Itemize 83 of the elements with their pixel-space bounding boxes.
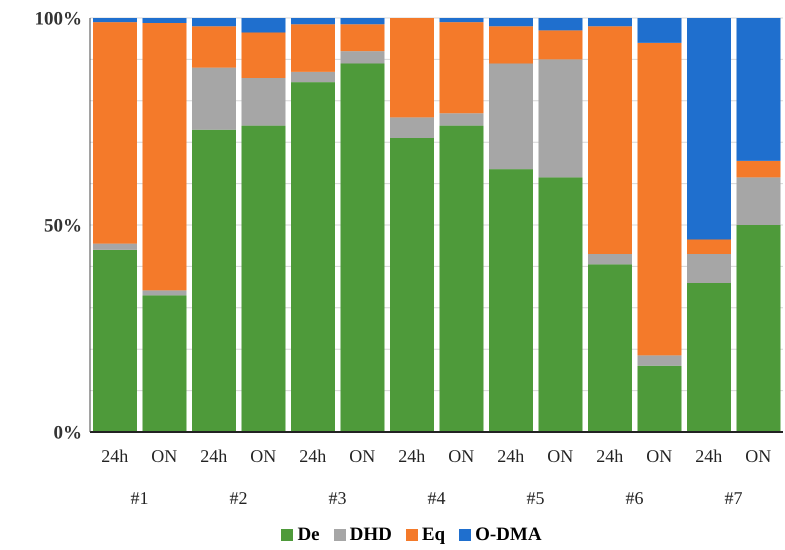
text: #5 <box>526 488 544 508</box>
bar <box>390 117 434 138</box>
bar <box>192 68 236 130</box>
bar <box>390 138 434 432</box>
bar <box>242 126 286 432</box>
x-tick-label: ON <box>151 446 178 466</box>
bar <box>687 18 731 240</box>
x-tick-label: 24h <box>398 446 426 466</box>
bar <box>93 18 137 22</box>
x-tick-label: 24h <box>497 446 524 466</box>
bar <box>242 78 286 126</box>
x-tick-label: ON <box>646 446 672 466</box>
bar <box>340 51 384 64</box>
bar <box>538 30 582 60</box>
bar <box>291 18 335 24</box>
text: #7 <box>724 488 742 508</box>
bar <box>538 59 582 178</box>
x-tick-label: ON <box>745 446 772 466</box>
bar <box>588 254 632 264</box>
text: #1 <box>130 488 148 508</box>
bar <box>340 24 384 52</box>
bar <box>687 254 731 283</box>
bar <box>489 18 533 26</box>
bar <box>736 177 780 225</box>
bar <box>687 282 731 432</box>
bar <box>489 26 533 64</box>
text: #2 <box>230 488 248 508</box>
x-tick-label: ON <box>250 446 276 466</box>
bar <box>736 160 780 178</box>
bar <box>340 18 384 24</box>
text: #4 <box>428 488 446 508</box>
y-tick-label: 0% <box>54 422 82 444</box>
bar <box>242 32 286 78</box>
bar <box>142 290 186 296</box>
bar <box>440 22 484 114</box>
bar <box>489 64 533 170</box>
bar <box>291 72 335 82</box>
bar <box>242 18 286 32</box>
text: #3 <box>328 488 346 508</box>
bar <box>192 130 236 432</box>
bar <box>588 18 632 26</box>
bar <box>291 82 335 432</box>
bar <box>142 22 186 290</box>
x-tick-label: 24h <box>299 446 326 466</box>
bar <box>93 250 137 432</box>
bar <box>93 244 137 250</box>
y-tick-label: 50% <box>44 216 82 237</box>
bar <box>588 26 632 254</box>
y-tick-label: 100% <box>34 8 82 30</box>
bar <box>489 169 533 432</box>
legend-label: De <box>296 524 320 546</box>
legend-label: O-DMA <box>474 524 542 546</box>
x-tick-label: 24h <box>200 446 228 466</box>
x-tick-label: 24h <box>596 446 624 466</box>
x-tick-label: 24h <box>101 446 128 466</box>
bar <box>440 126 484 432</box>
text: #6 <box>626 488 644 508</box>
bar <box>440 113 484 126</box>
bar <box>142 295 186 432</box>
bar <box>638 366 682 432</box>
bar <box>390 18 434 118</box>
x-tick-label: ON <box>547 446 574 466</box>
bar <box>638 18 682 43</box>
bar <box>736 18 780 161</box>
bar <box>736 225 780 432</box>
bar <box>588 264 632 432</box>
bar <box>142 18 186 23</box>
bar <box>687 239 731 254</box>
bar <box>93 22 137 244</box>
x-tick-label: ON <box>349 446 376 466</box>
bar <box>291 24 335 72</box>
bar <box>638 355 682 366</box>
bar <box>340 64 384 432</box>
bar <box>192 18 236 26</box>
legend-label: Eq <box>420 524 446 546</box>
bar <box>440 18 484 22</box>
legend-label: DHD <box>348 524 392 546</box>
bar <box>538 18 582 30</box>
x-tick-label: 24h <box>695 446 722 466</box>
x-tick-label: ON <box>448 446 474 466</box>
bar <box>192 26 236 68</box>
bar <box>538 177 582 432</box>
bar <box>638 42 682 356</box>
